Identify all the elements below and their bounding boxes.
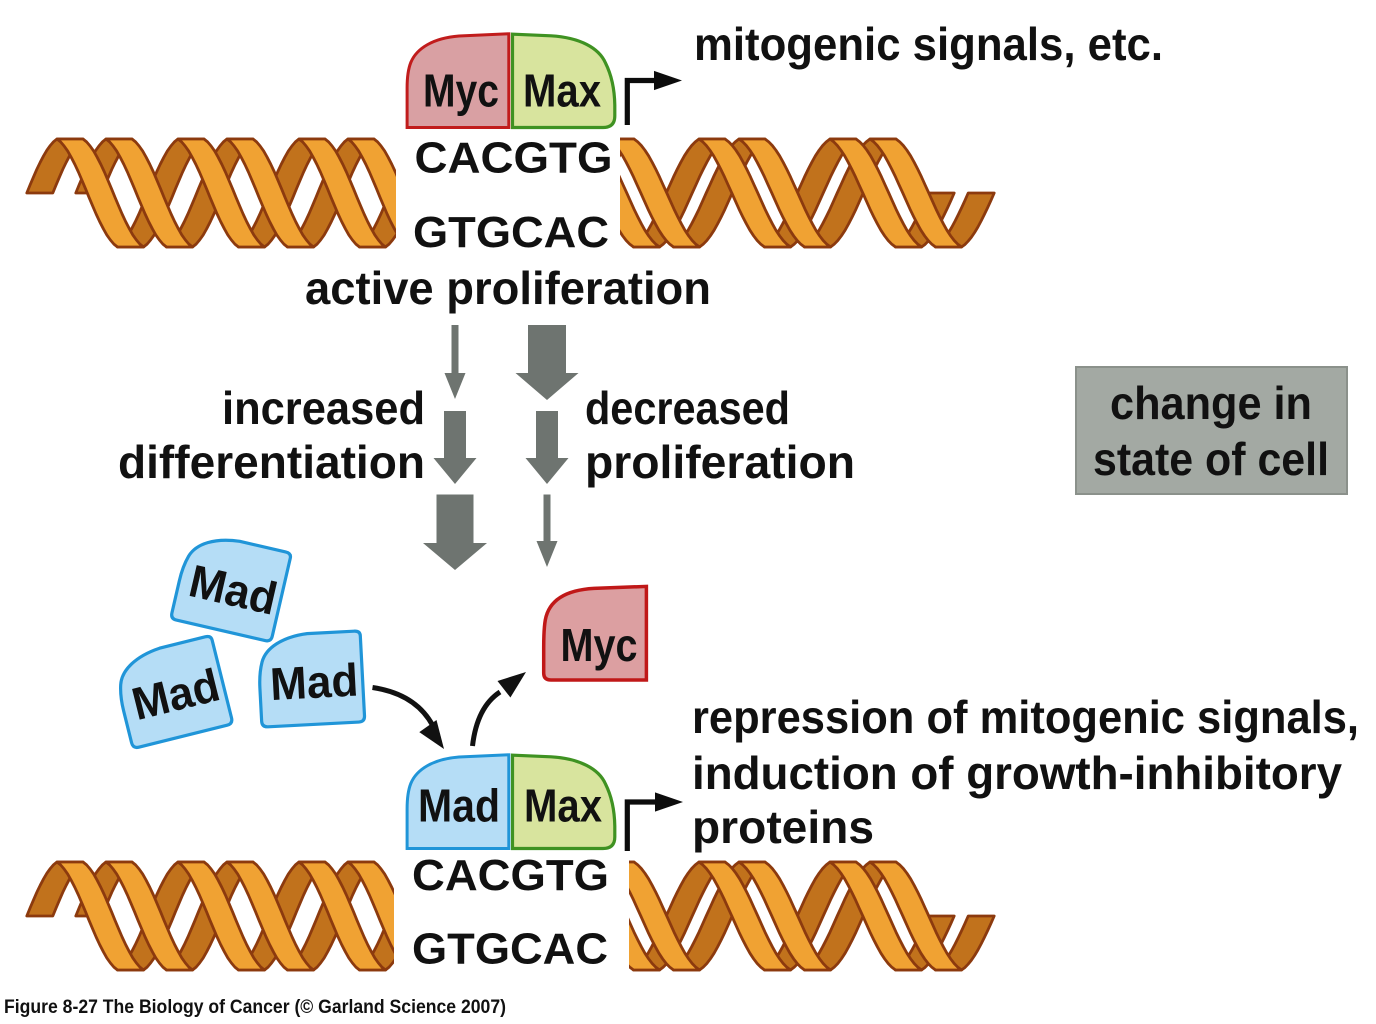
svg-text:GTGCAC: GTGCAC xyxy=(412,925,608,974)
svg-text:active proliferation: active proliferation xyxy=(305,262,711,314)
svg-text:increased: increased xyxy=(222,382,425,434)
svg-text:Myc: Myc xyxy=(561,619,638,671)
svg-text:induction of growth-inhibitory: induction of growth-inhibitory xyxy=(692,747,1342,799)
svg-text:change in: change in xyxy=(1110,377,1312,429)
svg-text:state of cell: state of cell xyxy=(1093,433,1329,485)
svg-text:CACGTG: CACGTG xyxy=(412,851,609,900)
svg-text:Figure 8-27 The Biology of Ca: Figure 8-27 The Biology of Cancer (© Gar… xyxy=(4,996,506,1018)
svg-text:mitogenic signals, etc.: mitogenic signals, etc. xyxy=(694,18,1163,70)
svg-text:Max: Max xyxy=(523,65,601,117)
svg-text:Myc: Myc xyxy=(423,65,499,117)
svg-text:differentiation: differentiation xyxy=(118,436,425,488)
svg-text:GTGCAC: GTGCAC xyxy=(413,208,609,257)
svg-text:proteins: proteins xyxy=(692,801,874,853)
svg-text:CACGTG: CACGTG xyxy=(415,134,613,183)
svg-text:Max: Max xyxy=(524,780,602,832)
svg-text:repression of mitogenic signal: repression of mitogenic signals, xyxy=(692,691,1359,743)
svg-text:Mad: Mad xyxy=(418,780,500,832)
svg-text:proliferation: proliferation xyxy=(585,436,855,488)
svg-text:Mad: Mad xyxy=(269,654,360,711)
svg-text:decreased: decreased xyxy=(585,382,790,434)
